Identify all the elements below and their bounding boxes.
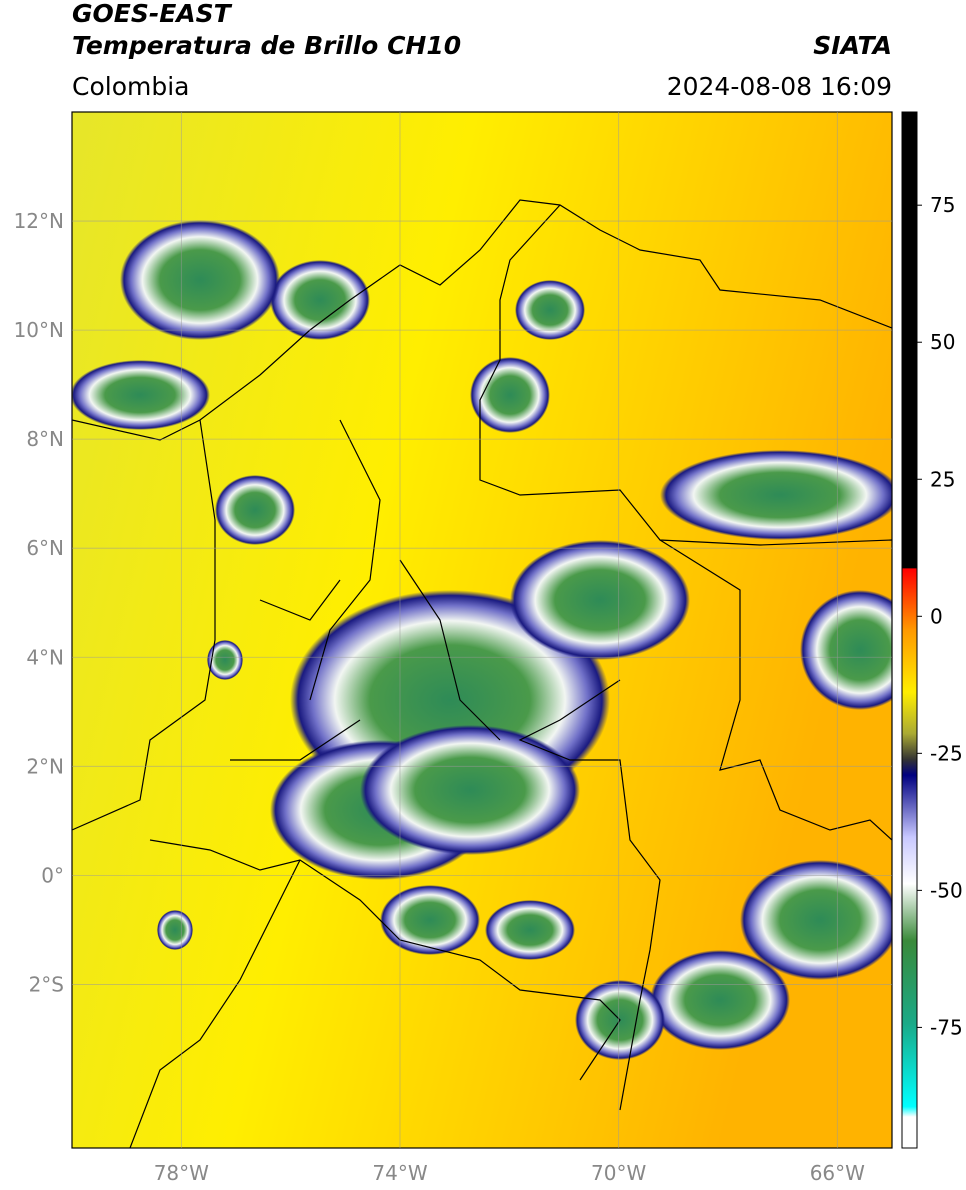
lon-tick-label: 66°W (810, 1161, 865, 1185)
colorbar-tick-label: 25 (930, 467, 955, 491)
lon-tick-label: 78°W (154, 1161, 209, 1185)
map-frame (71, 111, 893, 1149)
lon-tick-label: 74°W (372, 1161, 427, 1185)
lat-tick-label: 12°N (14, 209, 64, 233)
colorbar-tick-label: -25 (930, 741, 963, 765)
lat-tick-label: 6°N (26, 536, 64, 560)
colorbar (901, 111, 918, 1149)
region: Colombia (72, 72, 189, 101)
lat-tick-label: 2°S (29, 972, 64, 996)
lon-tick-label: 70°W (591, 1161, 646, 1185)
colorbar-tick-label: 0 (930, 604, 943, 628)
colorbar-tick-label: 50 (930, 330, 955, 354)
source: SIATA (813, 31, 892, 60)
satellite-image (72, 112, 892, 1148)
colorbar-tick-label: -50 (930, 878, 963, 902)
lat-tick-label: 10°N (14, 318, 64, 342)
lat-tick-label: 2°N (26, 754, 64, 778)
datetime: 2024-08-08 16:09 (667, 72, 892, 101)
colorbar-tick-label: 75 (930, 193, 955, 217)
lat-tick-label: 8°N (26, 427, 64, 451)
title: GOES-EAST (72, 0, 233, 28)
lat-tick-label: 0° (41, 863, 64, 887)
lat-tick-label: 4°N (26, 645, 64, 669)
subtitle: Temperatura de Brillo CH10 (72, 31, 461, 60)
colorbar-tick-label: -75 (930, 1015, 963, 1039)
